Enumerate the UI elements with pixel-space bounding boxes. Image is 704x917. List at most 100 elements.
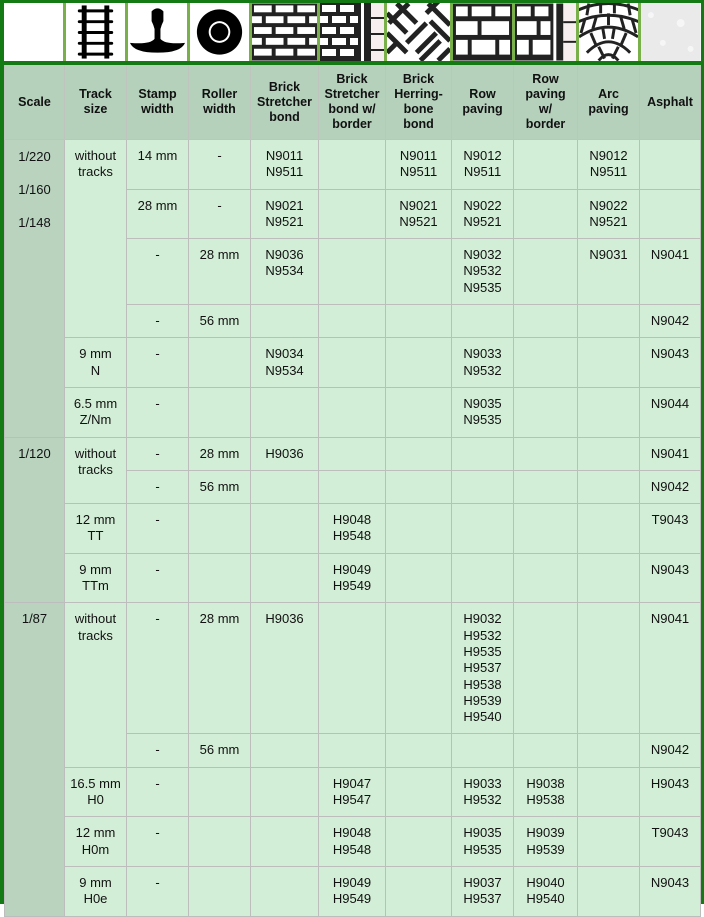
table-cell: 9 mm TTm xyxy=(64,552,127,604)
table-cell: N9021 N9521 xyxy=(385,188,452,240)
table-cell: H9040 H9540 xyxy=(513,865,578,917)
table-cell xyxy=(513,304,578,339)
table-cell: N9011 N9511 xyxy=(250,139,319,190)
table-cell: N9022 N9521 xyxy=(451,188,514,240)
scale-cell: 1/220 1/160 1/148 xyxy=(4,139,65,438)
table-cell: N9044 xyxy=(639,386,701,438)
table-row: 12 mm TT - H9048 H9548 T9043 xyxy=(5,503,701,554)
table-cell xyxy=(513,436,578,471)
table-cell xyxy=(385,386,452,438)
table-cell: N9033 N9532 xyxy=(451,337,514,388)
table-cell xyxy=(577,865,640,917)
table-cell xyxy=(318,469,386,505)
table-cell: H9049 H9549 xyxy=(318,552,386,604)
table-row: 12 mm H0m - H9048 H9548 H9035 H9535 H9039 H9… xyxy=(5,816,701,867)
table-cell xyxy=(385,337,452,388)
table-cell: - xyxy=(126,503,189,554)
table-cell xyxy=(577,436,640,471)
column-header-asphalt: Asphalt xyxy=(639,63,701,140)
table-cell: - xyxy=(126,766,189,818)
table-cell xyxy=(385,766,452,818)
table-cell xyxy=(577,469,640,505)
table-row: 9 mm N - N9034 N9534 N9033 N9532 N9043 xyxy=(5,337,701,388)
table-cell xyxy=(385,816,452,867)
table-cell xyxy=(318,304,386,339)
blank-icon-cell xyxy=(4,3,65,65)
table-cell xyxy=(188,552,251,604)
column-header-track-size: Track size xyxy=(64,63,127,140)
table-cell: - xyxy=(126,386,189,438)
table-cell xyxy=(513,552,578,604)
table-row: -56 mm N9042 xyxy=(5,733,701,768)
table-cell xyxy=(318,436,386,471)
column-header-brick-stretcher-bond-border: Brick Stretcher bond w/ border xyxy=(318,63,386,140)
product-table: Scale Track size Stamp width Roller width Br… xyxy=(4,3,701,917)
table-cell: - xyxy=(188,139,251,190)
scale-cell: 1/120 xyxy=(4,436,65,604)
table-cell: H9047 H9547 xyxy=(318,766,386,818)
table-cell xyxy=(250,816,319,867)
table-cell: - xyxy=(126,733,189,768)
table-cell: - xyxy=(126,469,189,505)
table-cell xyxy=(385,469,452,505)
table-cell xyxy=(513,469,578,505)
table-cell: N9043 xyxy=(639,865,701,917)
table-cell: - xyxy=(126,238,189,306)
table-cell xyxy=(188,337,251,388)
table-cell xyxy=(513,733,578,768)
table-cell xyxy=(385,436,452,471)
table-cell: - xyxy=(126,552,189,604)
table-cell xyxy=(250,766,319,818)
table-cell xyxy=(577,602,640,735)
table-cell: N9043 xyxy=(639,337,701,388)
table-row: -56 mm N9042 xyxy=(5,469,701,505)
table-cell xyxy=(250,386,319,438)
table-cell: N9034 N9534 xyxy=(250,337,319,388)
arc-paving-icon xyxy=(576,3,640,65)
table-row: 9 mm TTm - H9049 H9549 N9043 xyxy=(5,552,701,604)
table-cell: H9049 H9549 xyxy=(318,865,386,917)
column-header-brick-herringbone-bond: Brick Herring- bone bond xyxy=(385,63,452,140)
table-cell: N9043 xyxy=(639,552,701,604)
table-cell xyxy=(451,503,514,554)
table-cell: N9042 xyxy=(639,469,701,505)
table-cell xyxy=(385,304,452,339)
table-cell: without tracks xyxy=(64,602,127,768)
herringbone-icon xyxy=(384,3,452,65)
table-cell xyxy=(385,733,452,768)
table-cell: - xyxy=(126,337,189,388)
table-cell: N9042 xyxy=(639,304,701,339)
column-header-row-paving: Row paving xyxy=(451,63,514,140)
scale-cell: 1/87 xyxy=(4,602,65,917)
table-cell xyxy=(318,337,386,388)
table-cell xyxy=(513,337,578,388)
table-cell: 28 mm xyxy=(126,188,189,240)
table-cell: 9 mm N xyxy=(64,337,127,388)
column-header-scale: Scale xyxy=(4,63,65,140)
table-cell xyxy=(385,602,452,735)
table-cell: 12 mm H0m xyxy=(64,816,127,867)
table-cell: H9035 H9535 xyxy=(451,816,514,867)
table-cell: H9043 xyxy=(639,766,701,818)
table-cell xyxy=(318,733,386,768)
table-cell: 12 mm TT xyxy=(64,503,127,554)
table-cell: N9021 N9521 xyxy=(250,188,319,240)
table-cell xyxy=(318,386,386,438)
table-row: 1/120 without tracks -28 mm H9036 N9041 xyxy=(4,436,701,604)
table-cell xyxy=(385,503,452,554)
table-cell xyxy=(250,552,319,604)
table-cell xyxy=(188,865,251,917)
table-cell xyxy=(188,766,251,818)
table-cell: 9 mm H0e xyxy=(64,865,127,917)
table-cell xyxy=(639,188,701,240)
table-cell xyxy=(577,766,640,818)
table-row: 6.5 mm Z/Nm - N9035 N9535 N9044 xyxy=(5,386,701,438)
table-cell: H9038 H9538 xyxy=(513,766,578,818)
table-cell: N9011 N9511 xyxy=(385,139,452,190)
table-cell: H9037 H9537 xyxy=(451,865,514,917)
table-row: 16.5 mm H0- H9047 H9547 H9033 H9532 H9038 H… xyxy=(5,766,701,818)
table-cell: N9041 xyxy=(639,436,701,471)
table-row: 1/220 1/160 1/148 without tracks 14 mm - N90… xyxy=(4,138,701,438)
table-cell xyxy=(188,503,251,554)
